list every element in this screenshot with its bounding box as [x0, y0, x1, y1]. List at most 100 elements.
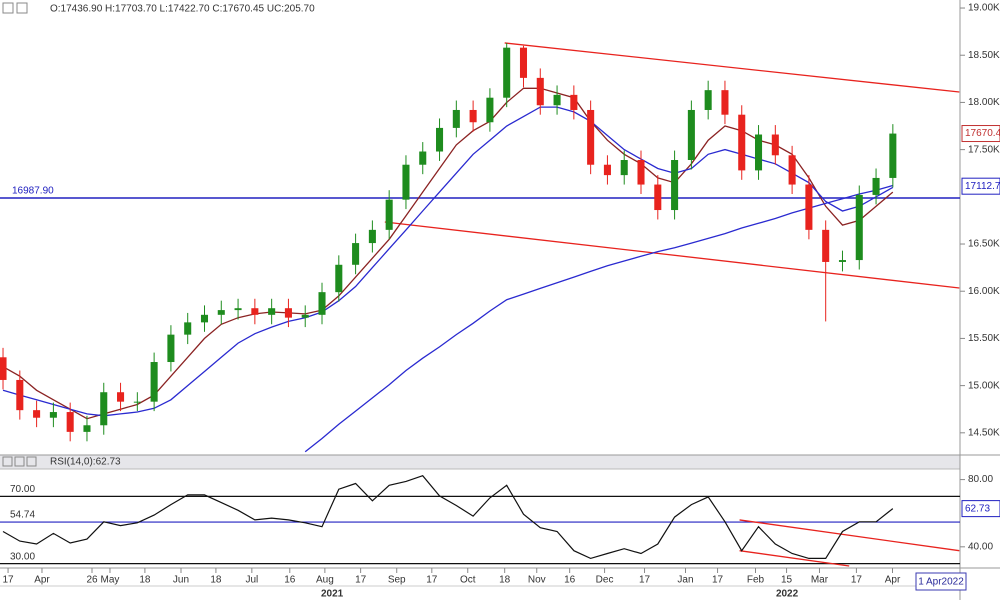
x-tick-label: Nov [528, 575, 546, 586]
x-tick-label: Apr [885, 575, 901, 586]
candle-body [704, 90, 712, 110]
candle-body [436, 127, 444, 152]
candle-body [771, 134, 779, 156]
x-tick-label: Sep [388, 575, 406, 586]
candle-body [855, 194, 863, 261]
y-tick-label: 16.50K [968, 239, 1000, 250]
candle-body [16, 379, 24, 411]
price-label: 62.73 [965, 503, 990, 514]
candle-body [100, 392, 108, 426]
line [304, 184, 893, 453]
x-tick-label: 18 [499, 575, 511, 586]
price-plot [0, 42, 960, 453]
rsi-title: RSI(14,0):62.73 [50, 457, 121, 468]
x-tick-label: 17 [639, 575, 651, 586]
candle-body [268, 308, 276, 315]
icon[interactable] [26, 456, 37, 467]
candle-body [570, 94, 578, 110]
y-tick-label: 18.00K [968, 97, 1000, 108]
candle-body [200, 314, 209, 323]
x-tick-label: Jul [245, 575, 258, 586]
icon[interactable] [16, 2, 28, 14]
year-label: 2022 [776, 589, 799, 600]
y-tick-label: 17.50K [968, 144, 1000, 155]
support-label: 16987.90 [12, 186, 54, 197]
price-label-box [961, 177, 1000, 195]
candle-body [788, 155, 796, 185]
candle-body [838, 260, 847, 262]
x-tick-label: 26 [86, 575, 98, 586]
y-tick-label: 19.00K [968, 3, 1000, 14]
candle-body [805, 184, 813, 230]
line [2, 474, 894, 560]
candle-body [33, 410, 41, 418]
candle-body [335, 264, 343, 293]
icon[interactable] [2, 2, 14, 14]
rsi-plot [0, 474, 960, 567]
candle-body [738, 114, 746, 171]
ohlc-header: O:17436.90 H:17703.70 L:17422.70 C:17670… [50, 4, 315, 15]
candle-body [133, 401, 141, 403]
candle-body [755, 134, 763, 171]
candle-body [486, 97, 494, 123]
x-tick-label: May [101, 575, 120, 586]
candle-body [368, 229, 376, 244]
level-label: 54.74 [10, 510, 35, 521]
y-tick-label: 14.50K [968, 427, 1000, 438]
x-tick-label: Mar [811, 575, 829, 586]
x-tick-label: Jun [173, 575, 189, 586]
x-tick-label: 17 [2, 575, 14, 586]
level-label: 30.00 [10, 551, 35, 562]
x-tick-label: Aug [316, 575, 334, 586]
candle-body [469, 109, 477, 123]
icon[interactable] [14, 456, 25, 467]
candle-body [452, 109, 460, 128]
price-label: 17112.7 [965, 181, 1000, 192]
candle-body [519, 47, 528, 78]
candle-body [822, 229, 830, 262]
year-label: 2021 [321, 589, 344, 600]
candle-body [167, 334, 175, 363]
trend-line [739, 550, 850, 567]
x-tick-label: 17 [851, 575, 863, 586]
y-tick-label: 18.50K [968, 50, 1000, 61]
candle-body [184, 322, 192, 335]
candle-body [301, 314, 309, 318]
candle-body [637, 160, 645, 185]
candle-body [385, 199, 393, 230]
candle-body [352, 243, 360, 265]
date-box-label: 1 Apr2022 [918, 577, 964, 588]
price-label: 17670.4 [965, 128, 1000, 139]
candle-body [536, 77, 544, 106]
candle-body [687, 109, 695, 161]
candle-body [553, 94, 561, 106]
candle-body [671, 160, 679, 211]
y-tick-label: 15.50K [968, 333, 1000, 344]
date-box [915, 572, 967, 591]
candle-body [889, 133, 897, 178]
x-tick-label: Oct [460, 575, 476, 586]
x-tick-label: 15 [781, 575, 793, 586]
icon[interactable] [2, 456, 13, 467]
y-tick-label: 15.00K [968, 380, 1000, 391]
candle-body [217, 310, 225, 315]
candle-body [49, 412, 57, 418]
candle-body [318, 292, 326, 315]
candle-body [284, 308, 292, 318]
candle-body [251, 308, 259, 315]
x-tick-label: Feb [747, 575, 765, 586]
level-label: 70.00 [10, 484, 35, 495]
trend-line [504, 42, 960, 93]
x-tick-label: Apr [34, 575, 50, 586]
candle-body [83, 425, 91, 432]
y-tick-label: 16.00K [968, 286, 1000, 297]
candle-body [654, 184, 662, 211]
x-tick-label: 17 [355, 575, 367, 586]
candle-body [150, 362, 158, 402]
y-tick-label: 80.00 [968, 474, 993, 485]
candle-body [721, 90, 729, 115]
trend-line [384, 221, 960, 289]
candle-body [419, 151, 427, 165]
